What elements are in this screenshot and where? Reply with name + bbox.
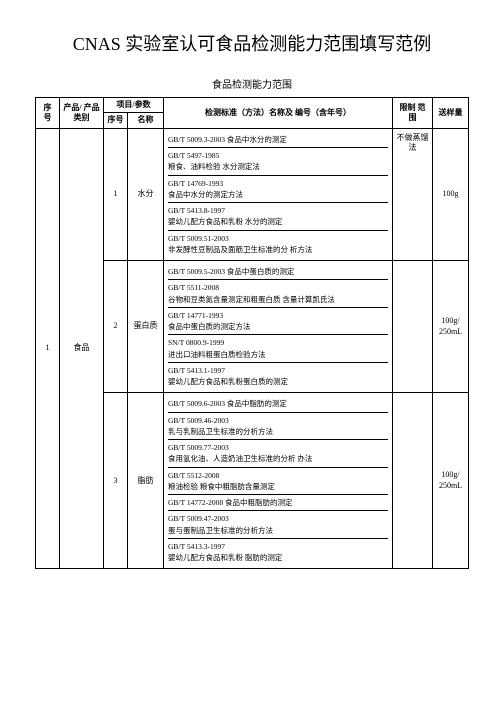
- header-product: 产品/ 产品类别: [60, 98, 104, 129]
- header-limit: 限制 范围: [393, 98, 433, 129]
- table-row: 1食品1水分GB/T 5009.3-2003 食品中水分的测定GB/T 5497…: [36, 128, 469, 260]
- method-block: GB/T 5413.3-1997 婴幼儿配方食品和乳粉 脂肪的测定: [168, 539, 388, 566]
- method-block: GB/T 5009.5-2003 食品中蛋白质的测定: [168, 264, 388, 280]
- cell-param-seq: 2: [104, 261, 128, 393]
- cell-limit: 不做蒸馏 法: [393, 128, 433, 260]
- cell-seq: 1: [36, 128, 60, 569]
- cell-method: GB/T 5009.3-2003 食品中水分的测定GB/T 5497-1985 …: [164, 128, 393, 260]
- method-block: GB/T 14769-1993 食品中水分的测定方法: [168, 176, 388, 204]
- method-block: GB/T 5512-2008 粮油检验 粮食中粗脂肪含量测定: [168, 468, 388, 496]
- method-block: GB/T 5497-1985 粮食、油料检验 水分测定法: [168, 148, 388, 176]
- method-block: GB/T 5009.46-2003 乳与乳制品卫生标准的分析方法: [168, 413, 388, 441]
- capability-table: 序 号 产品/ 产品类别 项目/参数 检测标准（方法）名称及 编号（含年号） 限…: [35, 97, 469, 569]
- method-block: GB/T 14772-2008 食品中粗脂肪的测定: [168, 495, 388, 511]
- cell-limit: [393, 393, 433, 569]
- method-block: GB/T 14771-1993 食品中蛋白质的测定方法: [168, 308, 388, 336]
- method-block: GB/T 5009.47-2003 蛋与蛋制品卫生标准的分析方法: [168, 511, 388, 539]
- cell-product: 食品: [60, 128, 104, 569]
- method-block: GB/T 5009.51-2003 非发酵性豆制品及面筋卫生标准的分 析方法: [168, 231, 388, 258]
- method-block: GB/T 5511-2008 谷物和豆类氮含量测定和粗蛋白质 含量计算凯氏法: [168, 280, 388, 308]
- method-block: GB/T 5413.1-1997 婴幼儿配方食品和乳粉蛋白质的测定: [168, 363, 388, 390]
- method-block: SN/T 0800.9-1999 进出口油料粗蛋白质检验方法: [168, 335, 388, 363]
- method-block: GB/T 5413.8-1997 婴幼儿配方食品和乳粉 水分的测定: [168, 203, 388, 231]
- page-subtitle: 食品检测能力范围: [35, 76, 469, 91]
- method-block: GB/T 5009.3-2003 食品中水分的测定: [168, 132, 388, 148]
- header-row-1: 序 号 产品/ 产品类别 项目/参数 检测标准（方法）名称及 编号（含年号） 限…: [36, 98, 469, 113]
- cell-sample: 100g/ 250mL: [433, 261, 469, 393]
- page-title: CNAS 实验室认可食品检测能力范围填写范例: [35, 30, 469, 56]
- cell-param-name: 脂肪: [128, 393, 164, 569]
- cell-param-name: 水分: [128, 128, 164, 260]
- cell-param-name: 蛋白质: [128, 261, 164, 393]
- method-block: GB/T 5009.77-2003 食用氢化油、人造奶油卫生标准的分析 办法: [168, 440, 388, 468]
- header-param-group: 项目/参数: [104, 98, 164, 113]
- header-sample: 送样量: [433, 98, 469, 129]
- cell-param-seq: 3: [104, 393, 128, 569]
- method-block: GB/T 5009.6-2003 食品中脂肪的测定: [168, 396, 388, 412]
- cell-method: GB/T 5009.6-2003 食品中脂肪的测定GB/T 5009.46-20…: [164, 393, 393, 569]
- cell-param-seq: 1: [104, 128, 128, 260]
- header-param-name: 名称: [128, 113, 164, 128]
- cell-method: GB/T 5009.5-2003 食品中蛋白质的测定GB/T 5511-2008…: [164, 261, 393, 393]
- cell-sample: 100g: [433, 128, 469, 260]
- cell-limit: [393, 261, 433, 393]
- header-param-seq: 序号: [104, 113, 128, 128]
- cell-sample: 100g/ 250mL: [433, 393, 469, 569]
- header-seq: 序 号: [36, 98, 60, 129]
- header-method: 检测标准（方法）名称及 编号（含年号）: [164, 98, 393, 129]
